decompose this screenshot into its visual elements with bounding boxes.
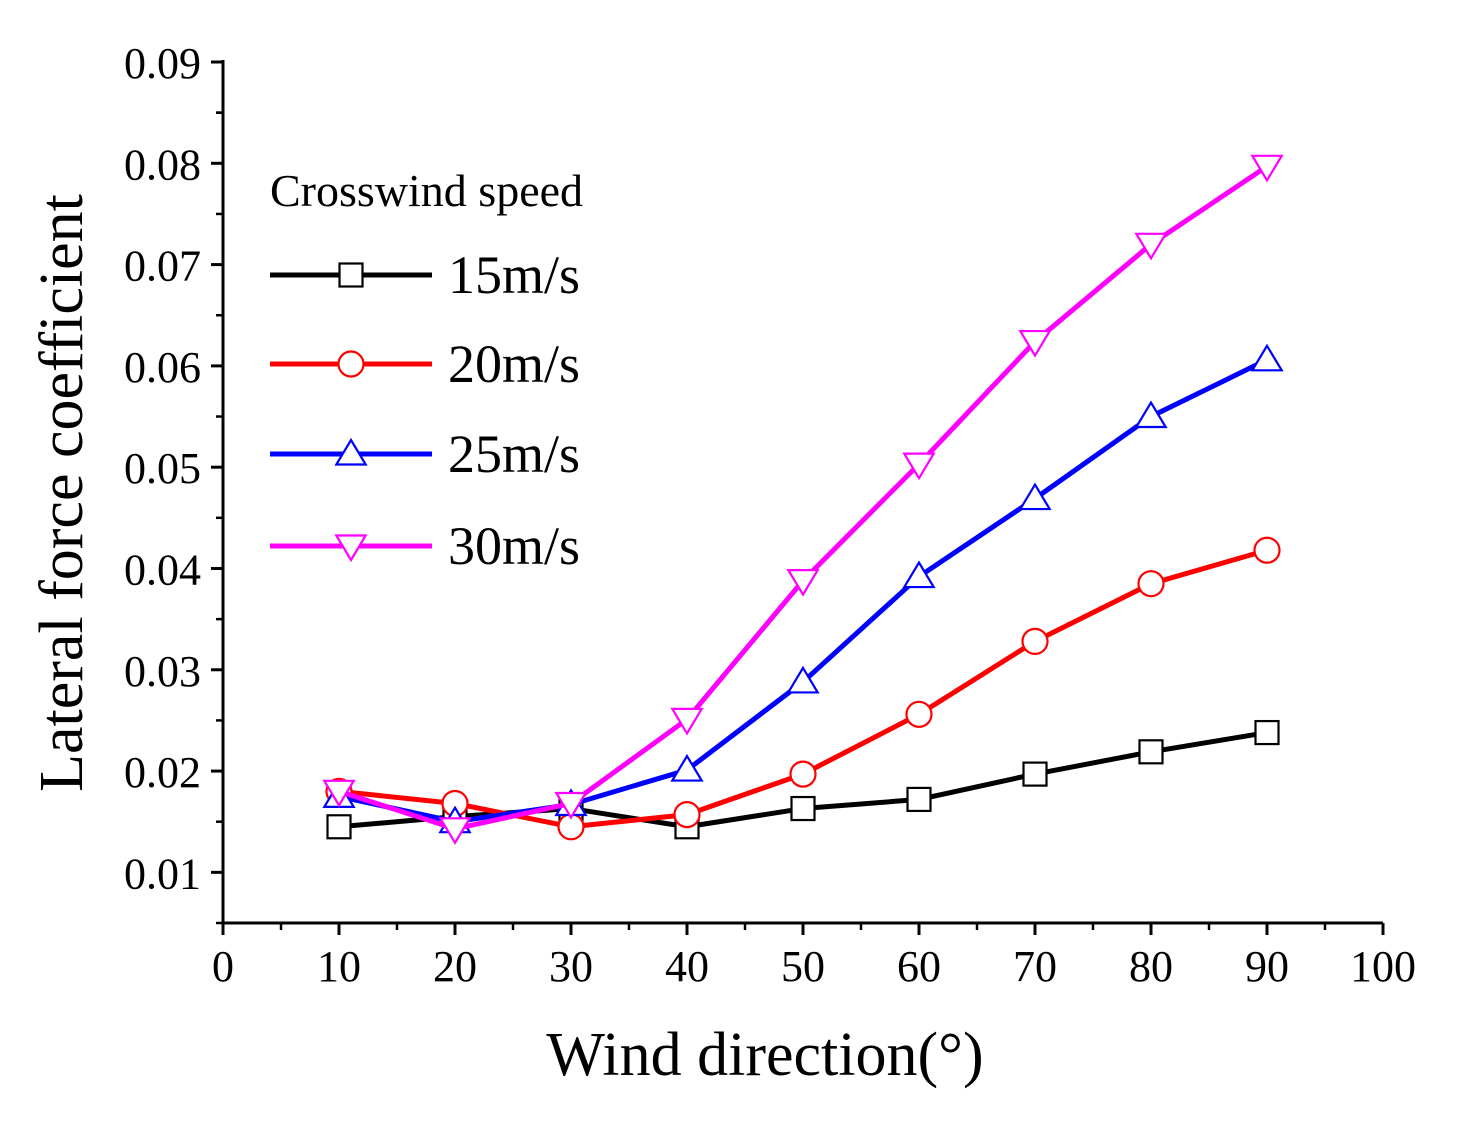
- data-point: [1254, 719, 1280, 746]
- legend-label: 25m/s: [448, 424, 580, 484]
- x-tick-label: 80: [1129, 942, 1173, 991]
- data-point: [1021, 627, 1049, 656]
- data-point: [786, 665, 820, 694]
- data-point: [1022, 761, 1048, 787]
- axes-layer: 0 10 20 30 40 50 60 70 80 90 100 0.01 0.02 0.03 0.04 0.…: [124, 39, 1416, 991]
- legend-marker: [338, 262, 364, 288]
- y-tick-label: 0.01: [124, 849, 201, 898]
- data-point: [902, 560, 936, 589]
- data-point: [1138, 739, 1164, 765]
- legend-marker: [334, 437, 368, 466]
- x-tick-label: 40: [665, 942, 709, 991]
- legend-label: 20m/s: [448, 334, 580, 394]
- y-axis-title: Lateral force coefficient: [28, 194, 96, 792]
- data-point: [790, 795, 816, 822]
- x-tick-label: 60: [897, 942, 941, 991]
- data-point: [902, 452, 936, 481]
- data-point: [906, 786, 932, 813]
- legend-label: 30m/s: [448, 516, 580, 576]
- y-tick-label: 0.07: [124, 242, 201, 291]
- series-30m/s: [322, 154, 1284, 845]
- data-point: [786, 569, 820, 597]
- y-tick-label: 0.04: [124, 545, 201, 594]
- data-point: [1250, 343, 1284, 372]
- x-tick-label: 0: [212, 942, 234, 991]
- y-tick-label: 0.08: [124, 140, 201, 189]
- x-tick-label: 50: [781, 942, 825, 991]
- data-point: [1137, 570, 1165, 598]
- series-20m/s: [325, 536, 1281, 841]
- data-point: [670, 753, 704, 782]
- data-point: [554, 791, 588, 820]
- data-point: [438, 817, 472, 845]
- data-point: [670, 707, 704, 736]
- legend-entry: 30m/s: [270, 516, 580, 576]
- x-tick-label: 10: [317, 942, 361, 991]
- x-tick-label: 70: [1013, 942, 1057, 991]
- data-point: [789, 760, 817, 788]
- x-tick-label: 30: [549, 942, 593, 991]
- data-point: [1134, 400, 1168, 429]
- data-point: [1018, 329, 1052, 358]
- data-point: [1253, 536, 1281, 564]
- legend-marker: [334, 534, 368, 563]
- y-tick-label: 0.09: [124, 39, 201, 88]
- x-tick-label: 100: [1350, 942, 1416, 991]
- data-point: [1018, 482, 1052, 511]
- data-point: [322, 779, 356, 808]
- data-point: [1134, 232, 1168, 261]
- data-point: [326, 814, 352, 840]
- y-tick-label: 0.03: [124, 647, 201, 696]
- legend-entry: 25m/s: [270, 424, 580, 484]
- data-point: [1250, 154, 1284, 183]
- legend-title: Crosswind speed: [270, 165, 583, 216]
- y-tick-label: 0.06: [124, 343, 201, 392]
- x-tick-label: 20: [433, 942, 477, 991]
- x-tick-label: 90: [1245, 942, 1289, 991]
- legend-entry: 15m/s: [270, 245, 580, 305]
- data-point: [673, 801, 701, 829]
- data-point: [905, 700, 933, 728]
- y-tick-label: 0.05: [124, 444, 201, 493]
- legend: Crosswind speed 15m/s 20m/s 25m/s 30m/s: [270, 165, 583, 576]
- legend-entry: 20m/s: [270, 334, 580, 394]
- series-layer: [322, 154, 1284, 845]
- y-tick-label: 0.02: [124, 748, 201, 797]
- legend-label: 15m/s: [448, 245, 580, 305]
- legend-marker: [337, 350, 365, 378]
- x-axis-title: Wind direction(°): [546, 1021, 983, 1089]
